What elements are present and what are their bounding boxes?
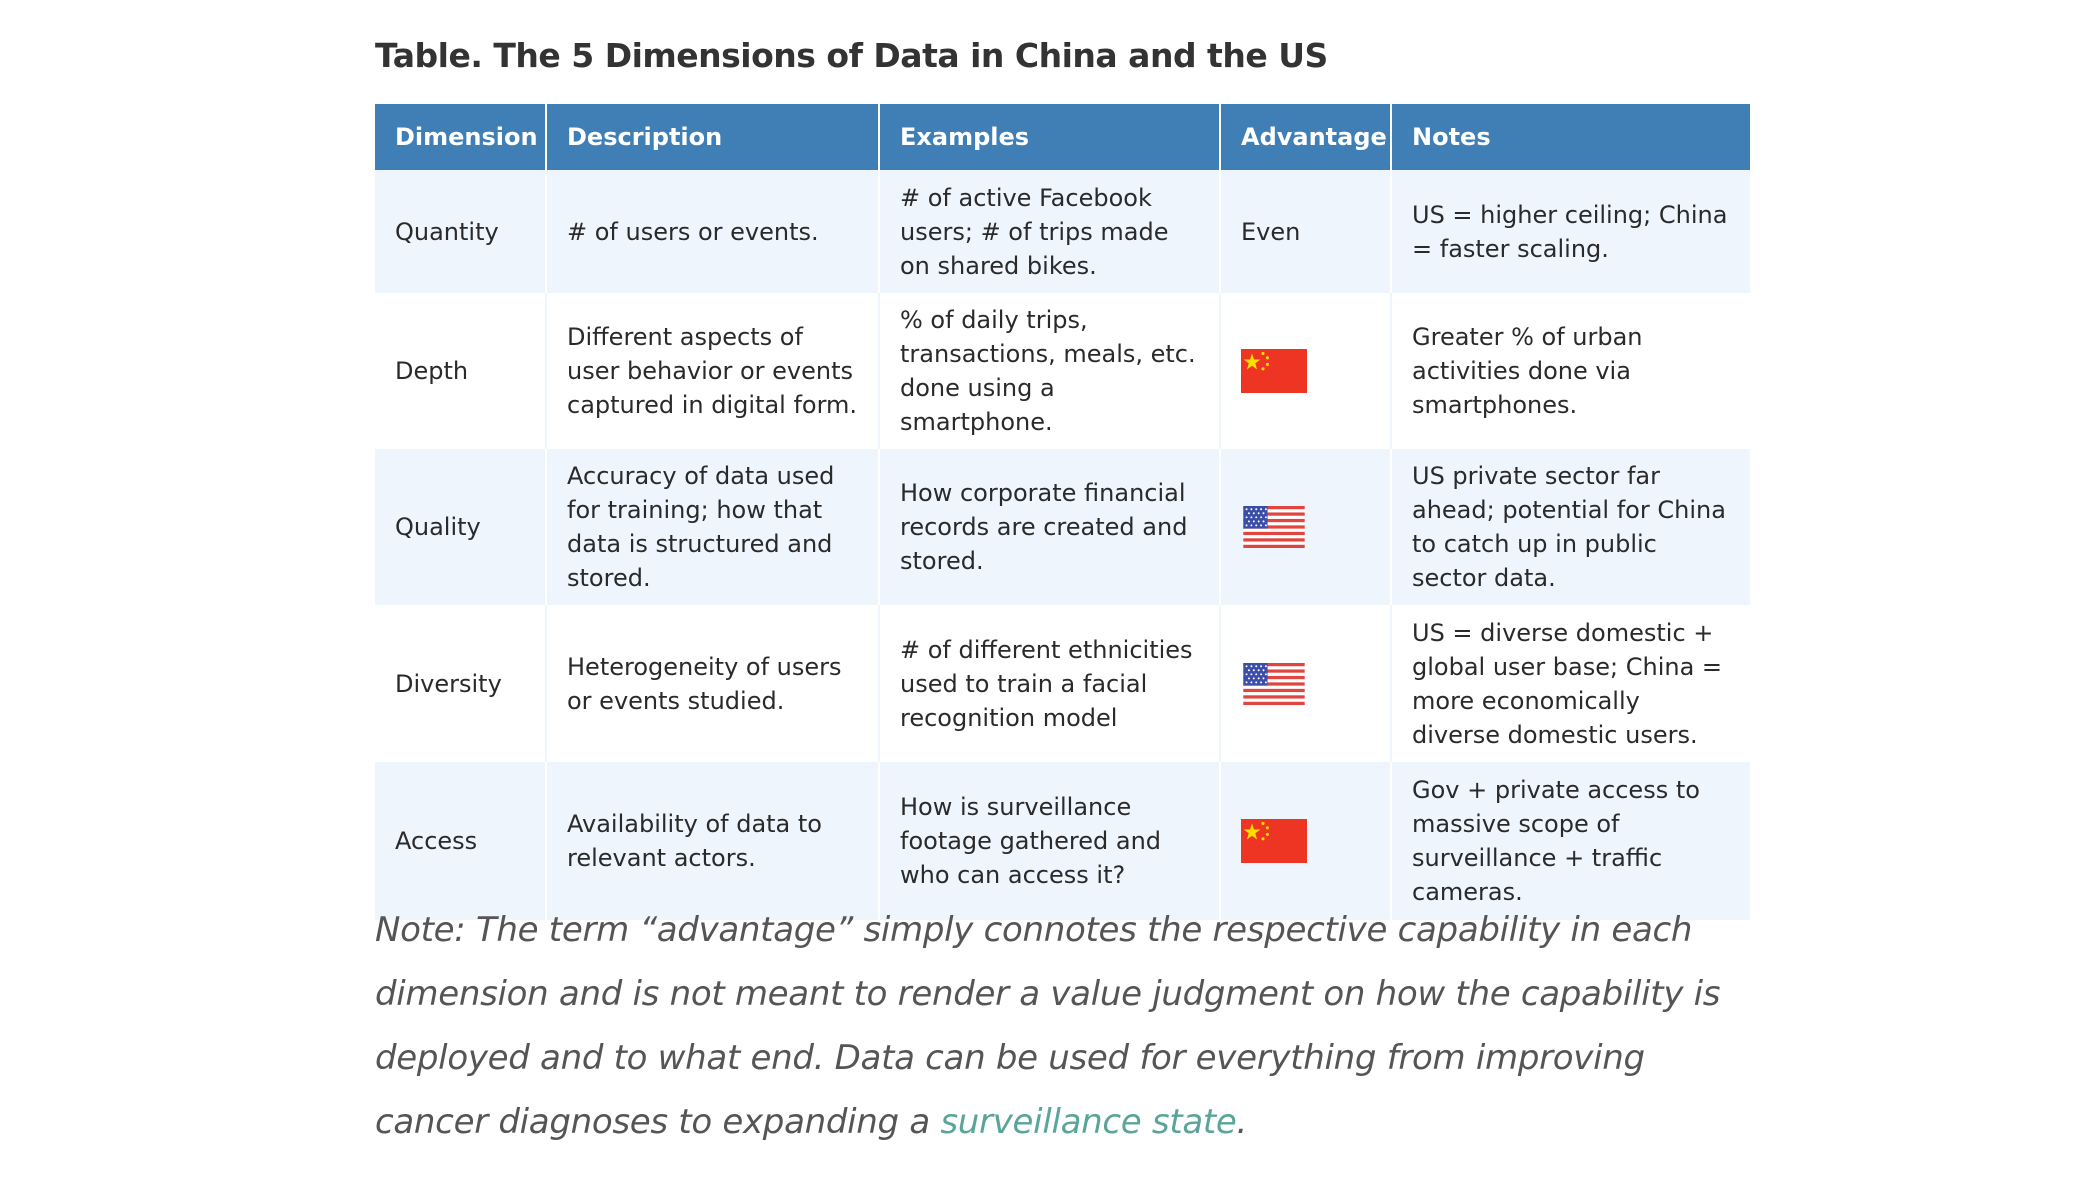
column-header-description: Description — [546, 104, 880, 170]
cell-notes: Greater % of urban activities done via s… — [1391, 293, 1750, 449]
cell-examples: # of active Facebook users; # of trips m… — [879, 170, 1221, 293]
table-row: Access Availability of data to relevant … — [375, 762, 1750, 920]
cell-examples: How is surveillance footage gathered and… — [879, 762, 1221, 920]
table-note: Note: The term “advantage” simply connot… — [375, 898, 1750, 1154]
table-row: Quality Accuracy of data used for traini… — [375, 449, 1750, 605]
cell-advantage — [1220, 605, 1392, 762]
cell-dimension: Quantity — [375, 170, 547, 293]
cell-description: Availability of data to relevant actors. — [546, 762, 880, 920]
cell-dimension: Diversity — [375, 605, 547, 762]
cell-notes: US = diverse domestic + global user base… — [1391, 605, 1750, 762]
us-flag-icon — [1243, 506, 1305, 548]
column-header-advantage: Advantage — [1220, 104, 1392, 170]
cell-advantage: Even — [1220, 170, 1392, 293]
cell-description: Accuracy of data used for training; how … — [546, 449, 880, 605]
cell-notes: Gov + private access to massive scope of… — [1391, 762, 1750, 920]
cell-dimension: Access — [375, 762, 547, 920]
column-header-examples: Examples — [879, 104, 1221, 170]
cell-description: Heterogeneity of users or events studied… — [546, 605, 880, 762]
cell-advantage — [1220, 293, 1392, 449]
cell-examples: % of daily trips, transactions, meals, e… — [879, 293, 1221, 449]
cell-description: # of users or events. — [546, 170, 880, 293]
cell-notes: US private sector far ahead; potential f… — [1391, 449, 1750, 605]
table-title: Table. The 5 Dimensions of Data in China… — [375, 36, 1328, 75]
cell-dimension: Quality — [375, 449, 547, 605]
cell-advantage — [1220, 449, 1392, 605]
cell-advantage — [1220, 762, 1392, 920]
cell-examples: # of different ethnicities used to train… — [879, 605, 1221, 762]
note-suffix: . — [1236, 1102, 1248, 1142]
china-flag-icon — [1241, 819, 1307, 863]
cell-dimension: Depth — [375, 293, 547, 449]
note-text: Note: The term “advantage” simply connot… — [375, 910, 1721, 1142]
surveillance-state-link[interactable]: surveillance state — [940, 1102, 1237, 1142]
china-flag-icon — [1241, 349, 1307, 393]
us-flag-icon — [1243, 662, 1305, 705]
advantage-text: Even — [1241, 217, 1301, 246]
cell-description: Different aspects of user behavior or ev… — [546, 293, 880, 449]
dimensions-table: Dimension Description Examples Advantage… — [375, 104, 1750, 920]
table-row: Depth Different aspects of user behavior… — [375, 293, 1750, 449]
column-header-notes: Notes — [1391, 104, 1750, 170]
table-header-row: Dimension Description Examples Advantage… — [375, 104, 1750, 170]
table-row: Quantity # of users or events. # of acti… — [375, 170, 1750, 293]
cell-examples: How corporate financial records are crea… — [879, 449, 1221, 605]
column-header-dimension: Dimension — [375, 104, 547, 170]
table-row: Diversity Heterogeneity of users or even… — [375, 605, 1750, 762]
cell-notes: US = higher ceiling; China = faster scal… — [1391, 170, 1750, 293]
